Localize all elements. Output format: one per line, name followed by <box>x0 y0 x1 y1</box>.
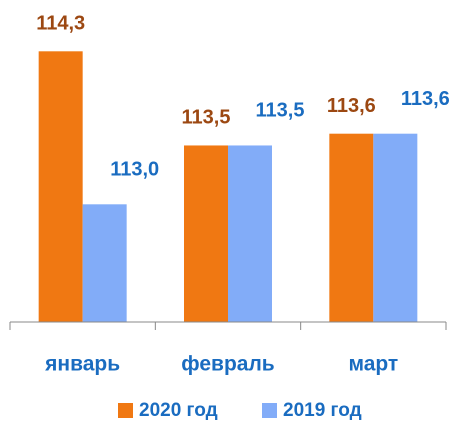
legend-swatch <box>262 403 277 418</box>
bar <box>373 133 418 322</box>
x-tick-label: февраль <box>181 353 275 376</box>
x-tick-label: январь <box>44 353 120 376</box>
bar <box>329 133 374 322</box>
x-tick-label: март <box>348 353 398 376</box>
bar <box>184 145 228 322</box>
data-label: 113,6 <box>327 95 376 117</box>
bar <box>228 145 272 322</box>
legend-label: 2019 год <box>283 400 362 421</box>
bar <box>82 204 127 322</box>
data-label: 113,0 <box>110 159 159 181</box>
data-label: 114,3 <box>36 13 85 35</box>
data-label: 113,6 <box>401 88 450 110</box>
data-label: 113,5 <box>256 100 305 122</box>
legend-swatch <box>118 403 133 418</box>
legend-label: 2020 год <box>139 400 218 421</box>
data-label: 113,5 <box>182 107 231 129</box>
bar <box>38 51 83 323</box>
